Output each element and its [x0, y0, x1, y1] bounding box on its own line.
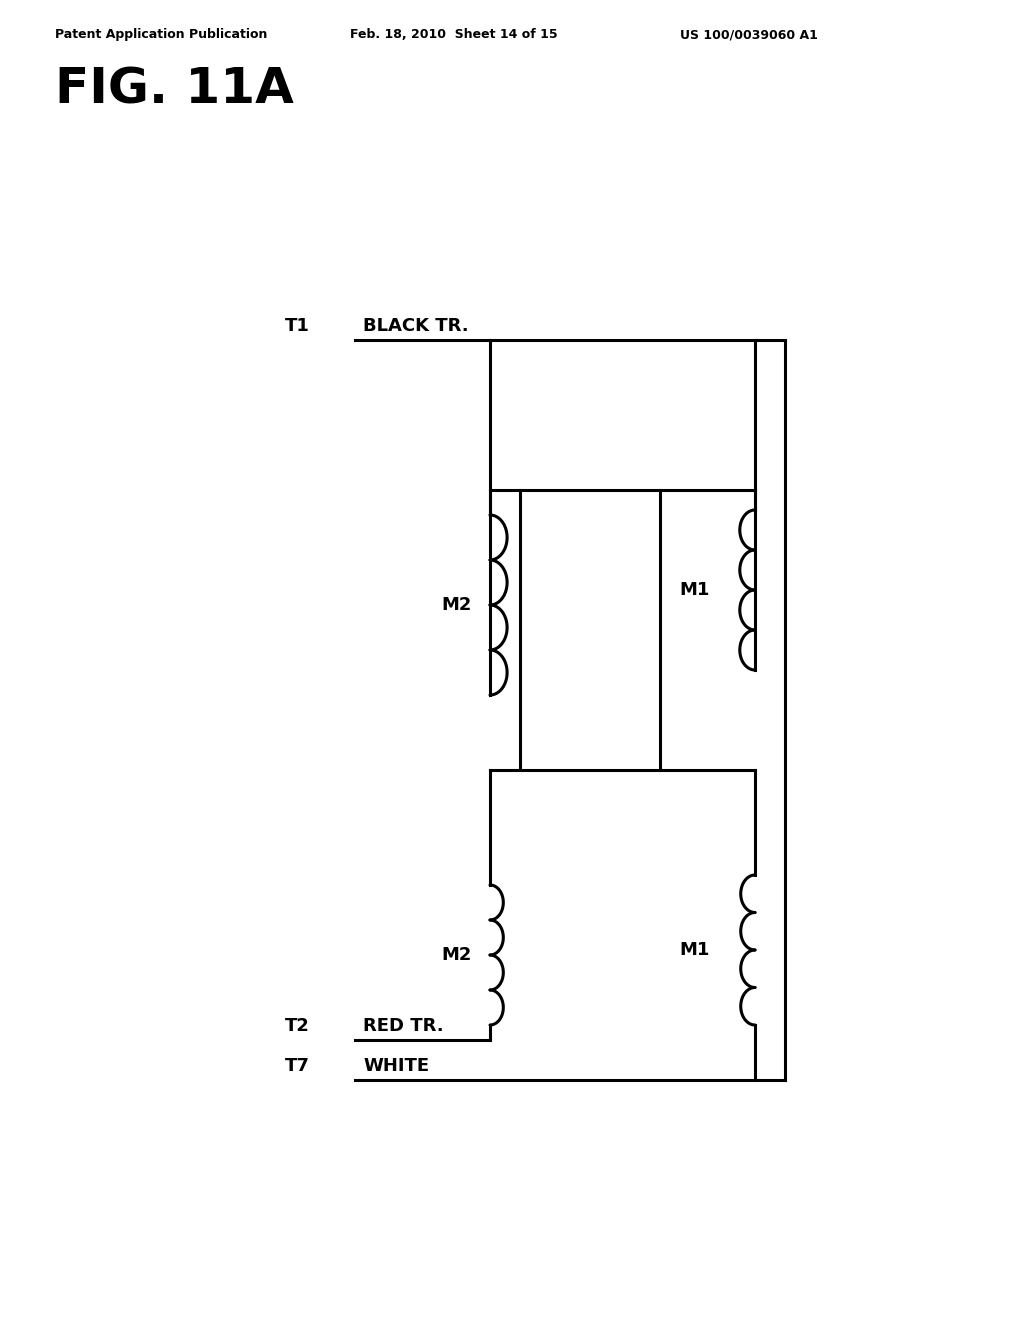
Text: RED TR.: RED TR.	[362, 1016, 443, 1035]
Text: M1: M1	[680, 941, 710, 960]
Text: BLACK TR.: BLACK TR.	[362, 317, 469, 335]
Text: FIG. 11A: FIG. 11A	[55, 65, 294, 114]
Text: M2: M2	[441, 946, 472, 964]
Text: US 100/0039060 A1: US 100/0039060 A1	[680, 28, 818, 41]
Text: T1: T1	[285, 317, 310, 335]
Text: Patent Application Publication: Patent Application Publication	[55, 28, 267, 41]
Bar	[520, 490, 660, 770]
Text: M2: M2	[441, 597, 472, 614]
Text: T7: T7	[285, 1057, 310, 1074]
Text: Feb. 18, 2010  Sheet 14 of 15: Feb. 18, 2010 Sheet 14 of 15	[350, 28, 558, 41]
Text: WHITE: WHITE	[362, 1057, 429, 1074]
Text: M1: M1	[680, 581, 710, 599]
Text: T2: T2	[285, 1016, 310, 1035]
